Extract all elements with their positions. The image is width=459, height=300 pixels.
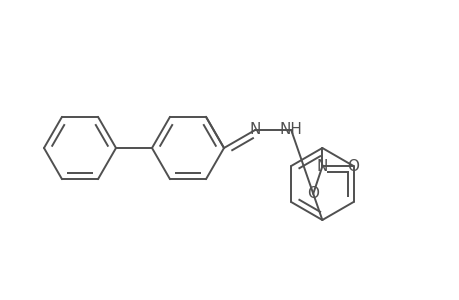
Text: NH: NH [279,122,302,137]
Text: O: O [346,159,358,174]
Text: O: O [307,186,319,201]
Text: N: N [249,122,260,137]
Text: N: N [316,159,327,174]
